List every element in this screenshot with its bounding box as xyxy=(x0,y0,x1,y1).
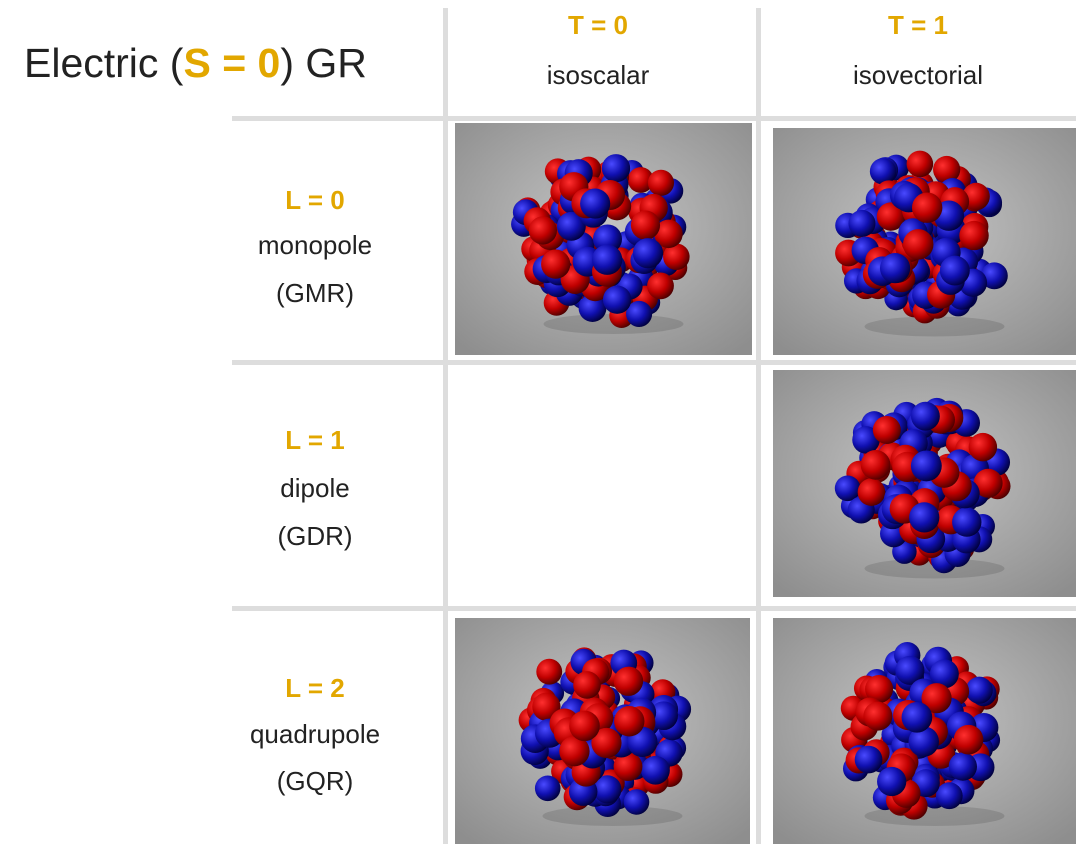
divider xyxy=(443,8,448,844)
nucleon xyxy=(969,433,997,461)
row-label: L = 1 xyxy=(215,425,415,456)
nucleon xyxy=(873,416,901,444)
nucleon xyxy=(603,285,631,313)
title-text: Electric ( xyxy=(24,40,183,86)
nucleon xyxy=(602,154,630,182)
row-name: monopole xyxy=(215,230,415,261)
nucleon xyxy=(952,507,981,536)
divider xyxy=(232,116,1076,121)
nucleon xyxy=(641,756,670,785)
nucleon xyxy=(940,256,970,286)
nucleon xyxy=(911,450,942,481)
nucleon xyxy=(569,711,600,742)
nucleon xyxy=(863,702,892,731)
nucleon xyxy=(911,402,940,431)
divider xyxy=(756,8,761,844)
nucleus-image xyxy=(773,618,1076,844)
nucleon xyxy=(959,221,988,250)
nucleon xyxy=(536,659,562,685)
title-highlight: S = 0 xyxy=(183,40,280,86)
nucleon xyxy=(614,667,643,696)
nucleon xyxy=(907,151,934,178)
title-text: ) GR xyxy=(280,40,367,86)
nucleon xyxy=(573,671,601,699)
nucleon xyxy=(631,211,660,240)
nucleon xyxy=(902,702,933,733)
row-label: L = 0 xyxy=(215,185,415,216)
nucleon xyxy=(541,250,570,279)
row-name: dipole xyxy=(215,473,415,504)
nucleon xyxy=(848,210,875,237)
nucleon xyxy=(835,475,861,501)
nucleus-image xyxy=(773,370,1076,597)
column-label: T = 0 xyxy=(448,10,748,41)
nucleon xyxy=(949,752,977,780)
row-abbr: (GMR) xyxy=(215,278,415,309)
nucleon xyxy=(647,273,674,300)
row-abbr: (GDR) xyxy=(215,521,415,552)
nucleon xyxy=(592,245,622,275)
nucleus-image xyxy=(455,123,752,355)
nucleon xyxy=(909,502,939,532)
nucleon xyxy=(648,170,674,196)
nucleon xyxy=(858,478,886,506)
column-name: isoscalar xyxy=(448,60,748,91)
nucleus-image xyxy=(773,128,1076,355)
nucleon xyxy=(580,189,610,219)
nucleon xyxy=(614,706,644,736)
row-abbr: (GQR) xyxy=(215,766,415,797)
nucleon xyxy=(954,725,984,755)
nucleon xyxy=(870,158,896,184)
shadow xyxy=(865,317,1005,337)
page: Electric (S = 0) GR T = 0 isoscalar T = … xyxy=(0,0,1076,844)
nucleon xyxy=(855,746,883,774)
row-name: quadrupole xyxy=(215,719,415,750)
nucleon xyxy=(877,767,906,796)
nucleon xyxy=(861,450,891,480)
nucleon xyxy=(966,677,993,704)
title: Electric (S = 0) GR xyxy=(24,40,367,87)
nucleon xyxy=(936,782,963,809)
nucleon xyxy=(529,216,557,244)
column-name: isovectorial xyxy=(768,60,1068,91)
row-label: L = 2 xyxy=(215,673,415,704)
column-label: T = 1 xyxy=(768,10,1068,41)
nucleon xyxy=(633,238,663,268)
nucleon xyxy=(903,229,933,259)
nucleon xyxy=(535,775,561,801)
nucleus-image xyxy=(455,618,750,844)
nucleon xyxy=(912,193,942,223)
nucleon xyxy=(880,253,910,283)
divider xyxy=(232,606,1076,611)
divider xyxy=(232,360,1076,365)
nucleon xyxy=(624,789,650,815)
